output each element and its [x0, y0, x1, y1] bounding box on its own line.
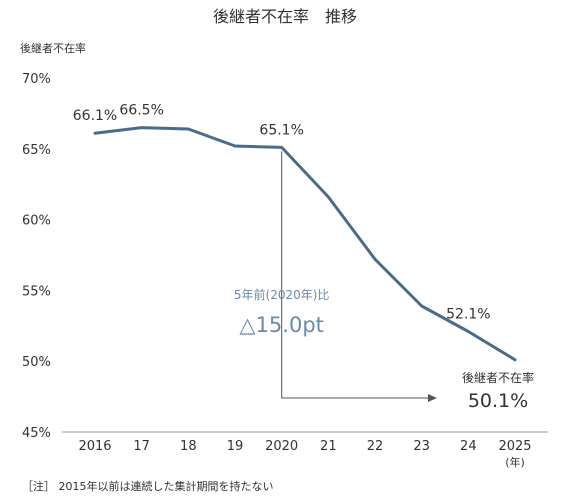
y-tick-label: 55% — [22, 284, 51, 299]
chart-title: 後継者不在率 推移 — [213, 7, 357, 26]
y-axis-ticks: 45% 50% 55% 60% 65% 70% — [22, 72, 51, 441]
data-label: 65.1% — [259, 122, 303, 138]
x-axis-ticks: 2016 17 18 19 2020 21 22 23 24 2025 — [78, 439, 531, 454]
x-tick-label: 2025 — [498, 439, 531, 454]
annotation-bracket — [281, 151, 429, 399]
y-tick-label: 50% — [22, 355, 51, 370]
end-label-value: 50.1% — [468, 390, 528, 412]
data-label: 66.5% — [119, 103, 163, 119]
x-tick-label: 2016 — [78, 439, 111, 454]
x-tick-label: 17 — [133, 439, 150, 454]
x-axis-unit: (年) — [505, 455, 525, 469]
x-tick-label: 22 — [367, 439, 384, 454]
x-tick-label: 2020 — [265, 439, 298, 454]
x-tick-label: 19 — [227, 439, 244, 454]
x-tick-label: 18 — [180, 439, 197, 454]
data-label: 66.1% — [73, 108, 117, 124]
annotation-value: △15.0pt — [239, 313, 323, 337]
data-labels: 66.1% 66.5% 65.1% 52.1% — [73, 103, 491, 323]
series-line — [93, 126, 517, 362]
footnote: ［注］ 2015年以前は連続した集計期間を持たない — [22, 479, 274, 493]
y-tick-label: 65% — [22, 143, 51, 158]
data-label: 52.1% — [446, 306, 490, 322]
x-tick-label: 21 — [320, 439, 337, 454]
x-tick-label: 24 — [460, 439, 477, 454]
end-label-title: 後継者不在率 — [462, 370, 534, 385]
y-axis-label: 後継者不在率 — [20, 41, 86, 55]
x-tick-label: 23 — [413, 439, 430, 454]
annotation-caption: 5年前(2020年)比 — [234, 287, 330, 302]
annotation-arrowhead — [428, 394, 437, 402]
y-tick-label: 45% — [22, 426, 51, 441]
y-tick-label: 60% — [22, 214, 51, 229]
comparison-annotation: 5年前(2020年)比 △15.0pt — [234, 151, 437, 402]
y-tick-label: 70% — [22, 72, 51, 87]
